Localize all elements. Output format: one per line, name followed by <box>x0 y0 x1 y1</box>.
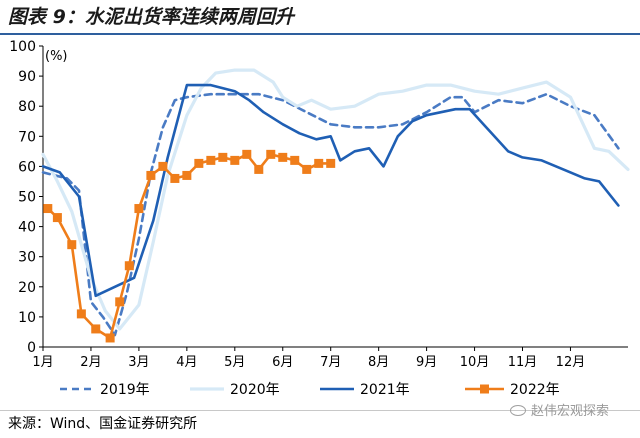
x-tick-label: 3月 <box>128 355 149 370</box>
y-tick-label: 90 <box>18 69 36 85</box>
x-tick-label: 12月 <box>556 355 586 370</box>
data-point-2022年 <box>218 152 228 162</box>
legend-marker-2022年 <box>480 384 489 394</box>
y-tick-label: 60 <box>18 159 36 175</box>
data-point-2022年 <box>302 164 312 174</box>
data-point-2022年 <box>52 213 62 223</box>
watermark: 赵伟宏观探索 <box>510 400 609 419</box>
x-tick-label: 4月 <box>176 355 197 370</box>
data-point-2022年 <box>242 149 252 159</box>
data-point-2022年 <box>158 161 168 171</box>
y-tick-label: 80 <box>18 99 36 115</box>
data-point-2022年 <box>91 324 101 334</box>
data-point-2022年 <box>266 149 276 159</box>
data-point-2022年 <box>206 155 216 165</box>
y-tick-label: 20 <box>18 280 36 296</box>
data-point-2022年 <box>124 261 134 271</box>
series-line-2019年 <box>41 92 620 337</box>
data-point-2022年 <box>170 173 180 183</box>
legend-label: 2022年 <box>510 382 560 398</box>
watermark-text: 赵伟宏观探索 <box>531 404 610 419</box>
x-tick-label: 8月 <box>368 355 389 370</box>
data-point-2022年 <box>290 155 300 165</box>
x-tick-label: 5月 <box>224 355 245 370</box>
footer-divider <box>0 410 640 411</box>
unit-label: (%) <box>45 49 68 64</box>
series-line-2021年 <box>41 83 620 298</box>
series-line-2022年 <box>46 153 332 340</box>
data-point-2022年 <box>314 158 324 168</box>
data-point-2022年 <box>76 309 86 319</box>
data-point-2022年 <box>182 170 192 180</box>
x-tick-label: 2月 <box>80 355 101 370</box>
y-axis: 0 10 20 30 40 50 60 70 80 90 100 (%) <box>9 39 67 356</box>
data-point-2022年 <box>43 204 53 214</box>
x-tick-label: 1月 <box>32 355 53 370</box>
data-point-2022年 <box>230 155 240 165</box>
data-point-2022年 <box>105 333 115 343</box>
source-note: 来源：Wind、国金证券研究所 <box>8 416 198 432</box>
legend: 2019年 2020年 2021年 2022年 <box>60 382 560 398</box>
y-tick-label: 100 <box>9 39 36 55</box>
y-tick-label: 40 <box>18 220 36 236</box>
series-lines <box>41 68 630 343</box>
chart-title: 图表 9：水泥出货率连续两周回升 <box>8 6 294 28</box>
data-point-2022年 <box>254 164 264 174</box>
legend-label: 2019年 <box>100 382 150 398</box>
y-tick-label: 70 <box>18 129 36 145</box>
x-tick-label: 11月 <box>508 355 538 370</box>
title-divider <box>0 33 640 35</box>
data-point-2022年 <box>278 152 288 162</box>
data-point-2022年 <box>326 158 336 168</box>
data-point-2022年 <box>134 204 144 214</box>
y-tick-label: 50 <box>18 190 36 206</box>
line-chart: 0 10 20 30 40 50 60 70 80 90 100 (%) 1月 2月 3月 4月 5月 6月 7月… <box>9 39 630 398</box>
x-tick-label: 9月 <box>416 355 437 370</box>
data-point-2022年 <box>67 240 77 250</box>
y-tick-label: 30 <box>18 250 36 266</box>
x-axis: 1月 2月 3月 4月 5月 6月 7月 8月 9月 10月 11月 12月 <box>32 346 628 370</box>
legend-label: 2021年 <box>360 382 410 398</box>
data-point-2022年 <box>146 170 156 180</box>
x-tick-label: 6月 <box>272 355 293 370</box>
data-point-2022年 <box>194 158 204 168</box>
legend-label: 2020年 <box>230 382 280 398</box>
wechat-icon <box>510 405 526 416</box>
x-tick-label: 7月 <box>320 355 341 370</box>
data-point-2022年 <box>115 297 125 307</box>
y-tick-label: 10 <box>18 310 36 326</box>
y-tick-label: 0 <box>27 340 36 356</box>
x-tick-label: 10月 <box>460 355 490 370</box>
series-line-2020年 <box>41 68 630 331</box>
